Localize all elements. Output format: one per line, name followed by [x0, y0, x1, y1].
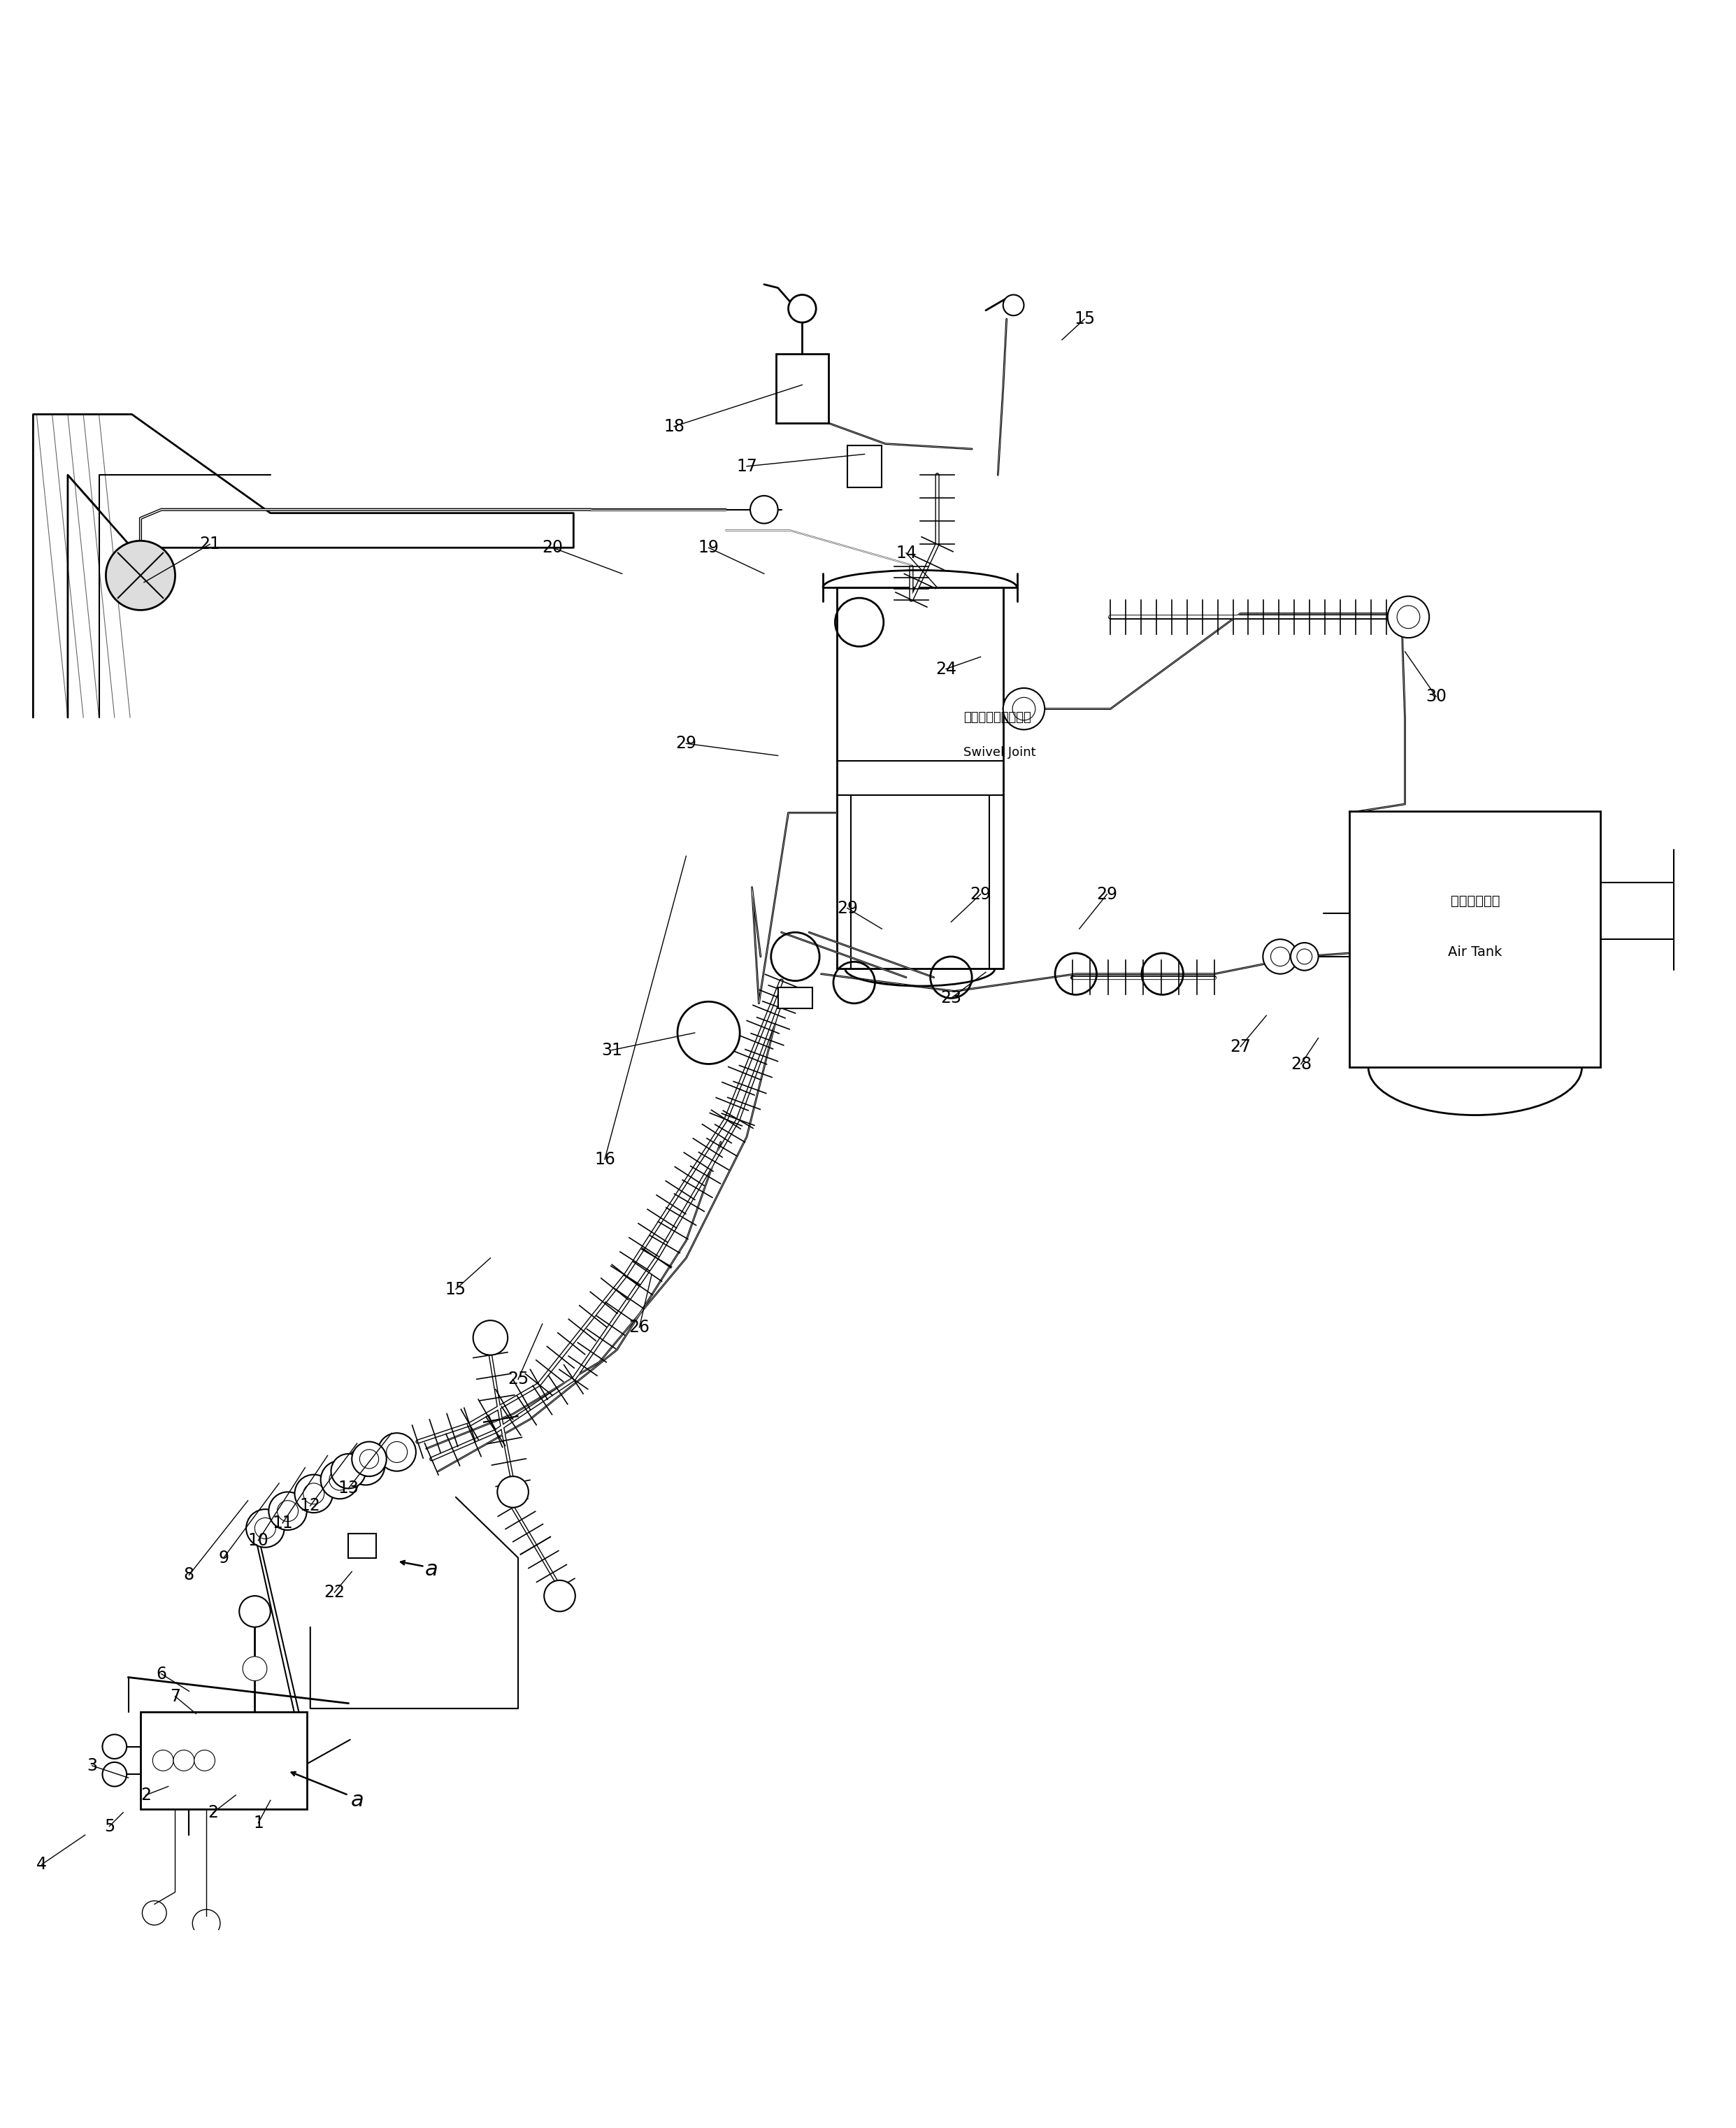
- Circle shape: [1003, 687, 1045, 730]
- Text: 23: 23: [941, 990, 962, 1007]
- Text: 20: 20: [542, 538, 562, 555]
- Text: 28: 28: [1290, 1055, 1312, 1073]
- Text: 29: 29: [1097, 885, 1118, 902]
- Text: 13: 13: [339, 1481, 359, 1496]
- Circle shape: [240, 1596, 271, 1628]
- Circle shape: [332, 1453, 366, 1487]
- Circle shape: [321, 1460, 359, 1498]
- Circle shape: [474, 1319, 507, 1356]
- Text: 29: 29: [675, 734, 696, 751]
- Text: 10: 10: [248, 1532, 269, 1549]
- Text: 15: 15: [1075, 311, 1095, 328]
- Text: 15: 15: [444, 1281, 467, 1298]
- Text: 1: 1: [253, 1815, 264, 1832]
- Text: 21: 21: [200, 536, 220, 553]
- Text: スイベルジョイント: スイベルジョイント: [963, 711, 1031, 724]
- Bar: [1349, 811, 1601, 1068]
- Text: 29: 29: [837, 900, 858, 917]
- Text: 5: 5: [104, 1817, 115, 1834]
- Text: 6: 6: [156, 1666, 167, 1683]
- Bar: [349, 1534, 377, 1558]
- Circle shape: [153, 1749, 174, 1770]
- Text: 4: 4: [36, 1856, 47, 1873]
- Circle shape: [269, 1492, 307, 1530]
- Circle shape: [750, 496, 778, 523]
- Circle shape: [347, 1447, 385, 1485]
- Circle shape: [102, 1734, 127, 1758]
- Text: 18: 18: [663, 417, 684, 434]
- Text: 14: 14: [896, 545, 917, 562]
- Bar: [778, 987, 812, 1009]
- Text: 2: 2: [208, 1805, 219, 1822]
- Text: 17: 17: [736, 458, 757, 475]
- Text: 19: 19: [698, 538, 719, 555]
- Text: 25: 25: [507, 1370, 529, 1387]
- Circle shape: [243, 1656, 267, 1681]
- Circle shape: [1387, 596, 1429, 638]
- Text: 27: 27: [1229, 1038, 1252, 1055]
- Bar: [847, 445, 882, 487]
- Text: 2: 2: [141, 1788, 151, 1805]
- Text: a: a: [351, 1790, 363, 1811]
- Circle shape: [102, 1762, 127, 1785]
- Bar: [776, 353, 828, 423]
- Circle shape: [788, 296, 816, 323]
- Text: 3: 3: [87, 1758, 97, 1775]
- Text: 12: 12: [300, 1498, 321, 1515]
- Circle shape: [543, 1581, 575, 1611]
- Text: 30: 30: [1425, 687, 1446, 704]
- Text: a: a: [425, 1560, 437, 1579]
- Circle shape: [295, 1475, 333, 1513]
- Circle shape: [352, 1441, 387, 1477]
- Text: 22: 22: [325, 1583, 345, 1600]
- Text: 31: 31: [601, 1043, 621, 1058]
- Text: 11: 11: [273, 1515, 293, 1532]
- Text: エアータンク: エアータンク: [1451, 894, 1500, 907]
- Circle shape: [1290, 943, 1318, 970]
- Circle shape: [174, 1749, 194, 1770]
- Circle shape: [378, 1432, 417, 1470]
- Text: 26: 26: [628, 1319, 649, 1336]
- Text: Air Tank: Air Tank: [1448, 945, 1502, 960]
- Bar: [141, 1711, 307, 1809]
- Text: 8: 8: [184, 1566, 194, 1583]
- Circle shape: [1003, 296, 1024, 315]
- Text: 16: 16: [594, 1151, 615, 1168]
- Circle shape: [247, 1509, 285, 1547]
- Text: 9: 9: [219, 1549, 229, 1566]
- Circle shape: [1262, 938, 1297, 975]
- Circle shape: [106, 541, 175, 611]
- Text: Swivel Joint: Swivel Joint: [963, 745, 1036, 758]
- Text: 7: 7: [170, 1688, 181, 1705]
- Text: 29: 29: [970, 885, 991, 902]
- Circle shape: [496, 1477, 528, 1507]
- Text: 24: 24: [936, 660, 957, 677]
- Circle shape: [194, 1749, 215, 1770]
